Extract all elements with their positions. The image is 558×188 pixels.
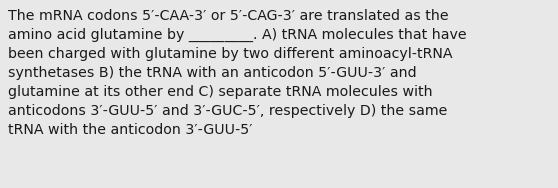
Text: The mRNA codons 5′-CAA-3′ or 5′-CAG-3′ are translated as the
amino acid glutamin: The mRNA codons 5′-CAA-3′ or 5′-CAG-3′ a… xyxy=(8,9,467,137)
